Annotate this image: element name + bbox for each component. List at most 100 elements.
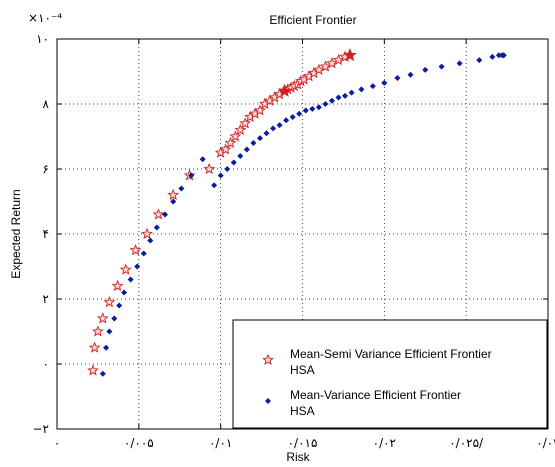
x-tick-label: ۰ bbox=[54, 436, 60, 450]
legend: Mean-Semi Variance Efficient Frontier HS… bbox=[232, 319, 548, 429]
data-point-variance bbox=[270, 125, 277, 132]
y-tick-label: ۸ bbox=[43, 97, 50, 111]
data-point-semi-variance bbox=[229, 130, 242, 142]
data-point-variance bbox=[256, 135, 263, 142]
data-point-variance bbox=[309, 105, 316, 112]
data-point-variance bbox=[188, 172, 195, 179]
legend-marker-semi-variance bbox=[262, 353, 274, 366]
data-point-semi-variance bbox=[87, 364, 99, 376]
data-point-variance bbox=[381, 79, 388, 86]
data-point-variance bbox=[224, 165, 231, 173]
data-point-variance bbox=[369, 83, 376, 90]
x-axis-label: Risk bbox=[286, 450, 310, 464]
data-point-semi-variance bbox=[96, 312, 109, 324]
data-point-semi-variance bbox=[219, 143, 232, 155]
data-point-variance bbox=[296, 110, 303, 117]
data-point-semi-variance bbox=[129, 244, 142, 256]
data-point-semi-variance bbox=[119, 263, 132, 275]
data-point-variance bbox=[121, 289, 128, 296]
x-tick-label: ۰/۰۰۵ bbox=[124, 436, 154, 450]
series-layer bbox=[87, 48, 507, 377]
data-point-variance bbox=[178, 185, 185, 192]
data-point-variance bbox=[147, 237, 154, 244]
data-point-semi-variance bbox=[312, 63, 325, 75]
x-tick-label: ۰/۰۱۵ bbox=[288, 436, 318, 450]
y-tick-label: ۲ bbox=[43, 292, 49, 306]
legend-diamond-marker bbox=[264, 397, 272, 405]
data-point-variance bbox=[170, 198, 177, 205]
data-point-variance bbox=[199, 156, 206, 163]
y-tick-label: ۱۰ bbox=[36, 32, 49, 46]
x-tick-label: ۰/۰۲ bbox=[373, 436, 396, 450]
data-point-semi-variance bbox=[88, 341, 101, 353]
legend-label-variance-line-2: HSA bbox=[290, 404, 315, 418]
data-point-semi-variance bbox=[111, 279, 124, 292]
x-axis-ticks: ۰ ۰/۰۰۵ ۰/۰۱ ۰/۰۱۵ ۰/۰۲ ۰/۰۲۵/۰/۰۳ bbox=[54, 39, 555, 450]
data-point-semi-variance bbox=[234, 123, 247, 136]
data-point-variance bbox=[348, 89, 355, 96]
data-point-semi-variance bbox=[152, 208, 165, 220]
data-point-semi-variance bbox=[319, 60, 332, 72]
legend-star-marker bbox=[262, 353, 274, 366]
data-point-semi-variance bbox=[239, 117, 252, 129]
data-point-variance bbox=[283, 117, 290, 124]
data-point-variance bbox=[263, 130, 270, 137]
data-point-variance bbox=[500, 52, 507, 59]
data-point-variance bbox=[217, 172, 224, 179]
data-point-variance bbox=[438, 63, 445, 70]
data-point-variance bbox=[422, 66, 429, 73]
series-variance bbox=[99, 52, 507, 377]
data-point-variance bbox=[407, 71, 414, 78]
data-point-semi-variance bbox=[167, 188, 180, 201]
legend-box bbox=[232, 319, 548, 429]
data-point-variance bbox=[140, 250, 147, 257]
data-point-variance bbox=[342, 92, 349, 99]
x-tick-label: ۰/۰۳ bbox=[536, 436, 555, 450]
y-tick-label: ۰ bbox=[43, 357, 49, 371]
y-tick-label: ۴ bbox=[43, 227, 49, 241]
data-point-variance bbox=[456, 60, 463, 67]
data-point-semi-variance-end bbox=[343, 48, 357, 62]
data-point-variance bbox=[302, 107, 309, 114]
data-point-semi-variance bbox=[326, 57, 338, 69]
y-tick-label: −۲ bbox=[33, 422, 50, 436]
data-point-semi-variance bbox=[254, 104, 266, 116]
data-point-variance bbox=[489, 53, 496, 60]
data-point-semi-variance bbox=[203, 162, 216, 175]
data-point-semi-variance bbox=[92, 325, 104, 337]
data-point-variance bbox=[243, 146, 250, 153]
data-point-variance bbox=[211, 182, 218, 189]
data-point-variance bbox=[322, 100, 329, 108]
legend-label-variance-line-1: Mean-Variance Efficient Frontier bbox=[290, 388, 461, 402]
data-point-variance bbox=[103, 344, 110, 351]
data-point-variance bbox=[230, 159, 237, 166]
data-point-variance bbox=[111, 315, 118, 322]
data-point-semi-variance bbox=[141, 227, 153, 240]
data-point-semi-variance bbox=[332, 53, 345, 66]
data-point-variance bbox=[476, 57, 483, 64]
x-tick-label: ۰/۰۲۵/ bbox=[449, 436, 484, 450]
data-point-variance bbox=[116, 302, 123, 309]
data-point-variance bbox=[328, 97, 335, 104]
data-point-variance bbox=[153, 224, 160, 231]
data-point-variance bbox=[134, 263, 141, 270]
legend-label-semi-variance-line-2: HSA bbox=[290, 363, 315, 377]
data-point-variance bbox=[335, 94, 342, 101]
series-semi-variance bbox=[87, 48, 357, 376]
data-point-variance bbox=[315, 104, 322, 111]
legend-label-semi-variance-line-1: Mean-Semi Variance Efficient Frontier bbox=[290, 347, 492, 361]
y-axis-label: Expected Return bbox=[9, 189, 23, 278]
data-point-variance bbox=[250, 139, 257, 147]
x-tick-label: ۰/۰۱ bbox=[209, 436, 232, 450]
data-point-variance bbox=[161, 211, 169, 218]
data-point-variance bbox=[394, 74, 401, 82]
data-point-variance bbox=[276, 122, 283, 129]
data-point-variance bbox=[289, 113, 296, 121]
data-point-semi-variance bbox=[103, 296, 116, 308]
plot-frame bbox=[56, 38, 549, 430]
legend-marker-variance bbox=[264, 397, 272, 405]
data-point-semi-variance bbox=[224, 136, 237, 149]
y-tick-label: ۶ bbox=[43, 162, 49, 176]
data-point-variance bbox=[237, 152, 244, 160]
